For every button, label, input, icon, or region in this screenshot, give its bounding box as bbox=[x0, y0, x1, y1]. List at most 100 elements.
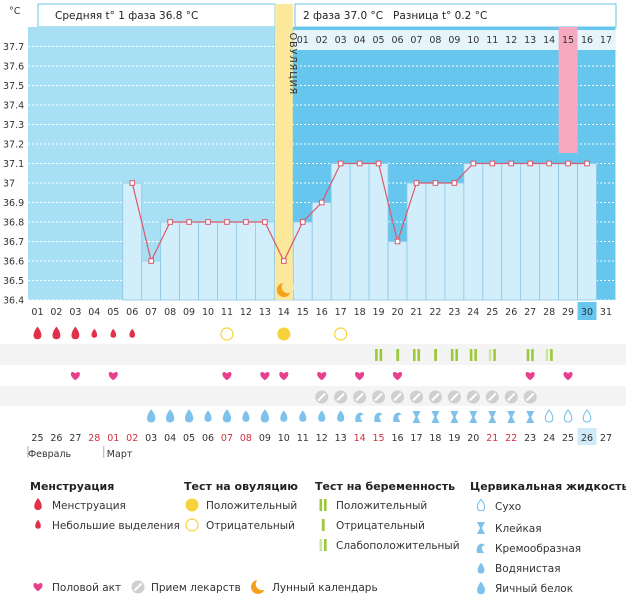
temperature-point bbox=[299, 219, 306, 225]
legend-watery-label: Водянистая bbox=[495, 563, 561, 575]
legend-dry-label: Сухо bbox=[495, 501, 521, 513]
temperature-point bbox=[527, 160, 533, 167]
post-ovulation-day-label: 05 bbox=[373, 35, 385, 46]
legend-watery-icon bbox=[477, 562, 485, 574]
cervical-egg-white-icon bbox=[222, 409, 232, 423]
temperature-bar bbox=[292, 221, 313, 301]
ovulation-test-negative-icon bbox=[334, 327, 348, 341]
calendar-date-label: 24 bbox=[543, 433, 555, 444]
calendar-date-label: 23 bbox=[524, 433, 536, 444]
calendar-date-label: 20 bbox=[467, 433, 479, 444]
symptom-row-band bbox=[0, 344, 626, 365]
intercourse-heart-icon bbox=[317, 371, 327, 381]
post-ovulation-day-label: 10 bbox=[467, 35, 479, 46]
calendar-date-label: 16 bbox=[391, 433, 403, 444]
post-ovulation-day-label: 04 bbox=[354, 35, 366, 46]
cervical-creamy-icon bbox=[355, 412, 364, 422]
temperature-point bbox=[262, 219, 268, 225]
pregnancy-test-icon-second bbox=[417, 349, 421, 361]
calendar-date-label: 13 bbox=[335, 433, 347, 444]
cycle-day-label: 05 bbox=[107, 307, 119, 318]
calendar-date-label: 25 bbox=[562, 433, 574, 444]
legend-dry-icon bbox=[476, 498, 486, 512]
temperature-bar bbox=[501, 163, 522, 301]
temperature-bar bbox=[198, 221, 218, 301]
legend-sticky-label: Клейкая bbox=[495, 523, 542, 535]
pregnancy-test-icon bbox=[396, 349, 400, 361]
cervical-sticky-icon bbox=[450, 411, 459, 423]
calendar-date-label: 03 bbox=[145, 433, 157, 444]
legend-title-pregnancy-test: Тест на беременность bbox=[315, 480, 455, 493]
pregnancy-test-icon bbox=[434, 349, 438, 361]
cervical-dry-icon bbox=[544, 409, 554, 423]
calendar-date-label: 05 bbox=[183, 433, 195, 444]
cycle-day-label: 03 bbox=[69, 307, 81, 318]
menstruation-drop-icon bbox=[52, 326, 61, 340]
highlight-day-column bbox=[558, 27, 578, 153]
symptom-row-band bbox=[0, 365, 626, 386]
y-tick-label: 37.3 bbox=[3, 120, 24, 131]
calendar-date-label: 14 bbox=[354, 433, 366, 444]
legend-moon-label: Лунный календарь bbox=[272, 582, 378, 594]
cervical-sticky-icon bbox=[431, 411, 440, 423]
unit-label: °C bbox=[9, 6, 21, 17]
calendar-date-label: 18 bbox=[429, 433, 441, 444]
cervical-sticky-icon bbox=[488, 411, 497, 423]
legend-spotting-label: Небольшие выделения bbox=[52, 520, 180, 532]
legend-pregnancy-weak-label: Слабоположительный bbox=[336, 540, 460, 552]
temperature-bar bbox=[387, 241, 408, 301]
medication-pill-icon-stripe bbox=[450, 392, 459, 402]
cycle-day-label: 06 bbox=[126, 307, 138, 318]
post-ovulation-day-label: 01 bbox=[297, 35, 309, 46]
legend-ovulation-positive-icon bbox=[185, 498, 199, 512]
temperature-point bbox=[337, 160, 344, 167]
medication-pill-icon-stripe bbox=[317, 392, 326, 402]
legend-pregnancy-positive-icon-second bbox=[324, 499, 327, 511]
menstruation-drop-icon bbox=[71, 326, 80, 340]
cycle-day-label: 26 bbox=[505, 307, 517, 318]
intercourse-heart-icon bbox=[108, 371, 118, 381]
post-ovulation-day-label: 17 bbox=[600, 35, 612, 46]
cycle-day-label: 11 bbox=[221, 307, 233, 318]
temperature-bar bbox=[236, 221, 256, 301]
calendar-date-label: 04 bbox=[164, 433, 176, 444]
cycle-day-label: 16 bbox=[316, 307, 328, 318]
temperature-point bbox=[394, 238, 401, 245]
pregnancy-test-icon-second bbox=[379, 349, 383, 361]
temperature-bar bbox=[463, 163, 484, 301]
pregnancy-test-icon bbox=[545, 349, 549, 361]
temperature-bar bbox=[217, 221, 237, 301]
intercourse-heart-icon bbox=[70, 371, 80, 381]
legend-pregnancy-negative-icon bbox=[321, 519, 325, 531]
cervical-watery-icon bbox=[299, 410, 307, 422]
legend-moon-cutout bbox=[255, 577, 269, 591]
pregnancy-test-icon bbox=[469, 349, 473, 361]
cycle-day-label: 08 bbox=[164, 307, 176, 318]
cervical-sticky-icon bbox=[526, 411, 535, 423]
cervical-dry-icon bbox=[563, 409, 573, 423]
pregnancy-test-icon bbox=[375, 349, 378, 361]
cervical-watery-icon bbox=[242, 410, 250, 422]
cervical-watery-icon bbox=[337, 410, 345, 422]
ovulation-test-positive-icon bbox=[277, 327, 291, 341]
cervical-sticky-icon bbox=[469, 411, 478, 423]
post-ovulation-day-label: 12 bbox=[505, 35, 517, 46]
temperature-bar bbox=[577, 163, 597, 301]
cycle-day-label: 24 bbox=[467, 307, 479, 318]
calendar-date-label: 19 bbox=[448, 433, 460, 444]
temperature-point bbox=[224, 219, 230, 225]
menstruation-drop-icon bbox=[110, 328, 117, 338]
legend-pregnancy-positive-icon bbox=[319, 499, 323, 511]
calendar-date-label: 08 bbox=[240, 433, 252, 444]
calendar-date-label: 15 bbox=[373, 433, 385, 444]
cycle-day-label: 15 bbox=[297, 307, 309, 318]
cycle-day-label: 13 bbox=[259, 307, 271, 318]
y-tick-label: 37.4 bbox=[3, 101, 24, 112]
pregnancy-test-icon-second bbox=[531, 349, 534, 361]
y-tick-label: 37.2 bbox=[3, 140, 24, 151]
cycle-day-label: 25 bbox=[486, 307, 498, 318]
legend-ovulation-positive-label: Положительный bbox=[206, 500, 297, 512]
cervical-sticky-icon bbox=[412, 411, 421, 423]
legend-title-menstruation: Менструация bbox=[30, 480, 114, 493]
